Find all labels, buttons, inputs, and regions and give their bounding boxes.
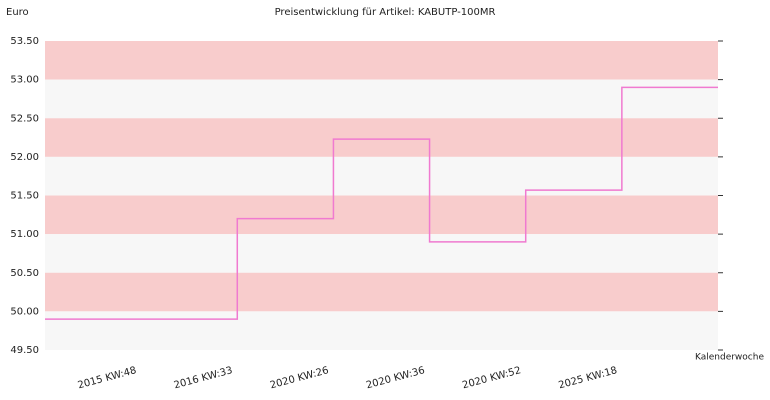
y-tick-label: 53.00: [10, 75, 39, 86]
price-line: [45, 86, 718, 320]
y-tick-label: 52.00: [10, 152, 39, 163]
x-tick-label: 2020 KW:36: [365, 365, 426, 391]
x-tick-label: 2020 KW:52: [461, 365, 522, 391]
y-tick-label: 51.00: [10, 229, 39, 240]
band: [45, 118, 718, 157]
band: [45, 156, 718, 196]
x-tick-label: 2016 KW:33: [173, 365, 234, 391]
y-tick-label: 52.50: [10, 113, 39, 124]
x-tick-label: 2015 KW:48: [77, 365, 138, 391]
x-tick-label: 2025 KW:18: [557, 365, 618, 391]
band: [45, 195, 718, 235]
y-tick-label: 50.50: [10, 268, 39, 279]
y-axis-label: Euro: [6, 7, 29, 18]
y-tick-label: 53.50: [10, 36, 39, 47]
band: [45, 41, 718, 80]
chart-title: Preisentwicklung für Artikel: KABUTP-100…: [275, 7, 496, 18]
x-axis-label: Kalenderwoche: [695, 353, 764, 363]
band: [45, 272, 718, 312]
x-tick-label: 2020 KW:26: [269, 365, 330, 391]
band: [45, 234, 718, 273]
band: [45, 311, 718, 350]
y-tick-label: 49.50: [10, 345, 39, 356]
y-tick-label: 50.00: [10, 306, 39, 317]
y-tick-label: 51.50: [10, 191, 39, 202]
band: [45, 79, 718, 119]
